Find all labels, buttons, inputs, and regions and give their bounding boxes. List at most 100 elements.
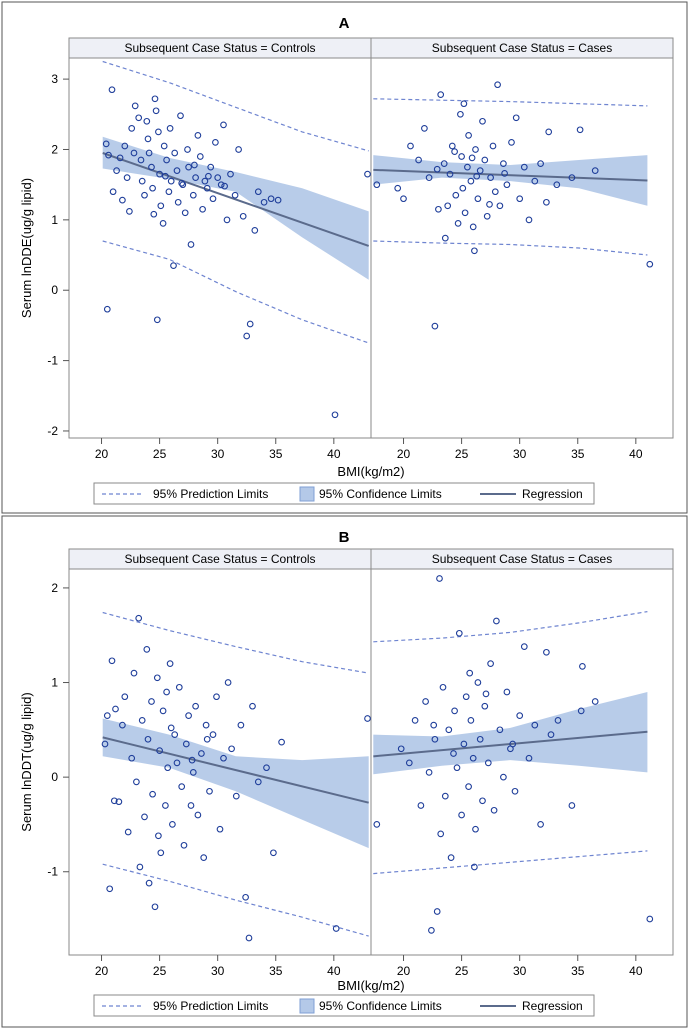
data-point xyxy=(217,181,225,189)
data-point xyxy=(177,112,184,120)
data-point xyxy=(441,234,449,242)
data-point xyxy=(516,712,524,719)
data-point xyxy=(155,832,162,840)
data-point xyxy=(469,223,477,231)
data-point xyxy=(205,172,212,180)
prediction-limit-lower xyxy=(373,240,648,256)
chart-a-left-x-axis: 20 25 30 35 40 xyxy=(95,438,341,461)
y-tick-label: 2 xyxy=(51,142,58,156)
data-point xyxy=(501,170,508,177)
data-point xyxy=(364,170,371,178)
data-point xyxy=(509,740,517,748)
x-tick-label: 25 xyxy=(153,447,167,461)
data-point xyxy=(444,202,452,210)
data-point xyxy=(138,717,146,724)
data-point xyxy=(128,754,136,762)
data-point xyxy=(198,750,205,757)
data-point xyxy=(440,160,448,167)
data-point xyxy=(214,174,222,181)
data-point xyxy=(185,712,192,719)
data-point xyxy=(516,195,524,203)
x-tick-label: 35 xyxy=(269,964,283,978)
data-point xyxy=(520,643,528,650)
x-tick-label: 30 xyxy=(513,964,527,978)
prediction-limit-lower xyxy=(102,863,369,937)
data-point xyxy=(568,802,576,809)
data-point xyxy=(148,163,155,171)
data-point xyxy=(415,156,422,164)
data-point xyxy=(487,174,494,181)
data-point xyxy=(112,705,119,713)
data-point xyxy=(270,849,277,857)
data-point xyxy=(164,764,172,772)
data-point xyxy=(425,769,433,776)
data-point xyxy=(476,735,484,743)
data-point xyxy=(151,95,159,103)
data-point xyxy=(531,177,539,185)
data-point xyxy=(489,142,497,150)
data-point xyxy=(245,934,253,942)
data-point xyxy=(469,754,477,762)
chart-b-legend-confidence-label: 95% Confidence Limits xyxy=(319,999,442,1013)
chart-b-left-x-axis: 20 25 30 35 40 xyxy=(95,955,341,978)
data-point xyxy=(373,821,381,828)
data-point xyxy=(447,854,455,861)
data-point xyxy=(178,783,186,790)
data-point xyxy=(109,188,117,196)
chart-b-legend-prediction-label: 95% Prediction Limits xyxy=(153,999,268,1013)
data-point xyxy=(188,756,196,764)
data-point xyxy=(525,754,533,762)
data-point xyxy=(460,740,468,748)
chart-a-right-header-text: Subsequent Case Status = Cases xyxy=(432,41,612,55)
data-point xyxy=(451,148,458,155)
data-point xyxy=(254,778,262,786)
data-point xyxy=(545,128,553,136)
prediction-limit-upper xyxy=(102,60,369,152)
x-tick-label: 35 xyxy=(269,447,283,461)
data-point xyxy=(267,195,275,203)
data-point xyxy=(144,135,152,143)
x-tick-label: 40 xyxy=(629,964,643,978)
data-point xyxy=(458,153,465,160)
data-point xyxy=(189,769,197,776)
data-point xyxy=(221,182,228,190)
y-tick-label: -1 xyxy=(47,865,58,879)
chart-a-legend-confidence-label: 95% Confidence Limits xyxy=(319,487,442,501)
regression-line xyxy=(102,152,370,247)
data-point xyxy=(213,693,220,701)
data-point xyxy=(187,802,195,809)
chart-a: A Subsequent Case Status = Controls Subs… xyxy=(1,1,688,514)
y-tick-label: 2 xyxy=(51,581,58,595)
data-point xyxy=(231,191,239,199)
data-point xyxy=(162,172,169,180)
data-point xyxy=(171,731,179,738)
data-point xyxy=(141,813,148,821)
data-point xyxy=(135,114,143,122)
data-point xyxy=(239,212,247,220)
data-point xyxy=(254,188,262,196)
y-tick-label: -2 xyxy=(47,424,58,438)
y-tick-label: 1 xyxy=(51,213,58,227)
data-point xyxy=(417,802,425,809)
data-point xyxy=(136,863,144,871)
data-point xyxy=(278,738,285,746)
data-point xyxy=(108,86,116,94)
data-point xyxy=(511,787,519,795)
data-point xyxy=(445,726,453,734)
data-point xyxy=(212,139,219,146)
data-point xyxy=(646,915,654,923)
data-point xyxy=(263,764,270,772)
data-point xyxy=(167,724,175,732)
data-point xyxy=(209,195,217,203)
data-point xyxy=(437,91,445,98)
data-point xyxy=(156,170,163,178)
data-point xyxy=(189,191,197,199)
data-point xyxy=(203,735,211,743)
data-point xyxy=(591,167,599,174)
data-point xyxy=(428,927,435,934)
chart-a-right-x-axis: 20 25 30 35 40 xyxy=(397,438,643,461)
confidence-band xyxy=(102,136,369,280)
data-point xyxy=(474,679,482,686)
data-point xyxy=(249,702,256,710)
x-tick-label: 40 xyxy=(629,447,643,461)
